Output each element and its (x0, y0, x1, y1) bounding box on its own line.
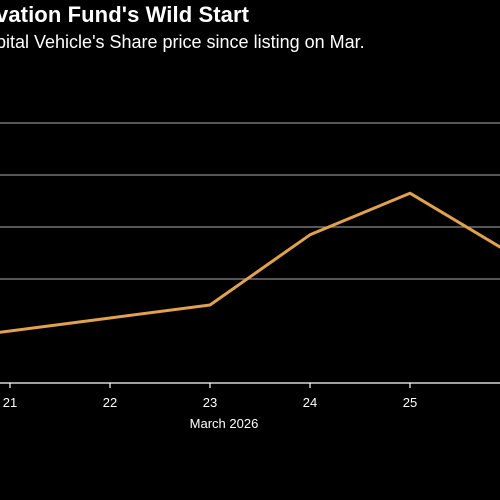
x-tick-label-4: 25 (403, 395, 417, 410)
chart-subtitle: pital Vehicle's Share price since listin… (0, 32, 365, 52)
x-tick-label-0: 21 (3, 395, 17, 410)
x-tick-label-3: 24 (303, 395, 317, 410)
chart-title: vation Fund's Wild Start (0, 2, 250, 27)
series-line-0 (0, 191, 500, 334)
x-tick-label-2: 23 (203, 395, 217, 410)
x-axis-title: March 2026 (190, 416, 259, 431)
x-tick-label-1: 22 (103, 395, 117, 410)
